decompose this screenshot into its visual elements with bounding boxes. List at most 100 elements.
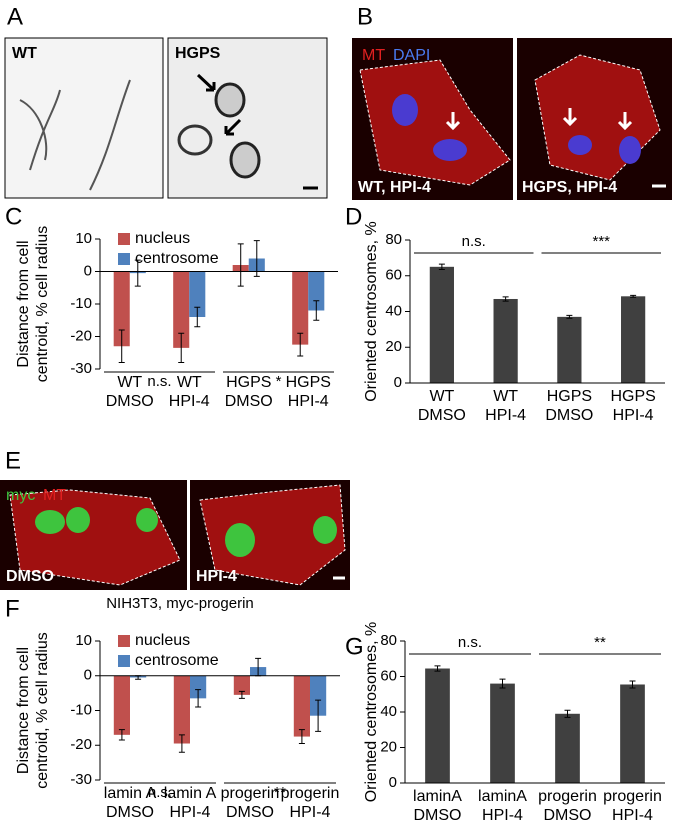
cell-outline: [199, 484, 346, 586]
bar: [310, 675, 327, 716]
error-bar: [237, 243, 244, 287]
y-tick-label: 40: [385, 302, 402, 319]
error-bar: [297, 332, 304, 357]
error-bar: [499, 678, 506, 689]
bar: [557, 316, 582, 383]
x-tick-label: progerin: [221, 785, 280, 802]
y-tick-label: 80: [385, 231, 402, 248]
nucleus-shape: [313, 516, 337, 544]
image-legend: myc: [6, 487, 35, 504]
significance-label: ***: [592, 233, 610, 250]
y-tick-label: 20: [380, 738, 397, 755]
arrow: [445, 108, 633, 131]
cell-outline: [359, 59, 511, 186]
legend-label: nucleus: [135, 632, 190, 649]
y-tick-label: -20: [70, 327, 92, 344]
nucleus-shape: [136, 508, 158, 532]
y-tick-label: 0: [394, 374, 402, 391]
y-tick-label: 40: [380, 703, 397, 720]
error-bar: [194, 306, 201, 328]
y-axis-label: Oriented centrosomes, %: [363, 622, 380, 803]
y-tick-label: -20: [70, 736, 92, 753]
bar: [292, 271, 309, 345]
bar: [493, 298, 518, 383]
x-tick-label: HGPS: [610, 388, 655, 405]
error-bar: [566, 314, 573, 319]
legend-swatch: [118, 253, 130, 265]
y-tick-label: 80: [380, 632, 397, 649]
y-tick-label: -10: [70, 295, 92, 312]
error-bar: [118, 329, 125, 363]
image-label: HGPS: [175, 45, 221, 62]
nucleus-shape: [225, 523, 255, 557]
significance-label: n.s.: [148, 784, 172, 801]
image-legend: DAPI: [393, 47, 430, 64]
image-label: WT, HPI-4: [358, 179, 431, 196]
image-label: HPI-4: [196, 568, 237, 585]
legend-label: centrosome: [135, 250, 219, 267]
x-tick-label: HGPS: [286, 374, 331, 391]
y-tick-label: -10: [70, 701, 92, 718]
significance-label: **: [594, 634, 606, 651]
x-tick-label: HPI-4: [482, 807, 523, 824]
significance-label: *: [276, 373, 282, 390]
nucleus-shape: [35, 510, 65, 534]
caption: NIH3T3, myc-progerin: [106, 595, 254, 612]
x-tick-label: WT: [177, 374, 202, 391]
nucleus-shape: [568, 135, 592, 155]
error-bar: [195, 689, 202, 708]
error-bar: [438, 263, 445, 270]
y-tick-label: 10: [75, 632, 92, 649]
significance-label: **: [274, 784, 286, 801]
bar: [425, 668, 450, 783]
bar: [429, 266, 454, 383]
x-tick-label: progerin: [603, 788, 662, 805]
error-bar: [178, 734, 185, 753]
x-tick-label: HPI-4: [170, 804, 211, 821]
nucleus-shape: [433, 139, 467, 161]
x-tick-label: HPI-4: [612, 807, 653, 824]
x-tick-label: lamin A: [104, 785, 157, 802]
image-legend: MT: [43, 487, 66, 504]
legend-label: nucleus: [135, 230, 190, 247]
error-bar: [434, 665, 441, 672]
nucleus-shape: [214, 82, 246, 118]
panel-label: B: [357, 3, 373, 30]
y-axis-label: centroid, % cell radius: [34, 632, 51, 789]
x-tick-label: progerin: [538, 788, 597, 805]
x-tick-label: DMSO: [106, 804, 154, 821]
image-label: WT: [12, 45, 37, 62]
bar: [555, 713, 580, 783]
image-label: HGPS, HPI-4: [522, 179, 617, 196]
bar: [189, 271, 206, 317]
nucleus-shape: [619, 136, 641, 164]
bar: [620, 684, 645, 783]
y-axis-label: Distance from cell: [15, 240, 32, 367]
image-frame: [4, 37, 164, 199]
x-tick-label: laminA: [478, 788, 527, 805]
error-bar: [315, 699, 322, 732]
x-tick-label: DMSO: [414, 807, 462, 824]
error-bar: [253, 240, 260, 277]
panel-label: G: [345, 633, 364, 660]
y-tick-label: 60: [380, 667, 397, 684]
x-tick-label: HPI-4: [613, 407, 654, 424]
error-bar: [238, 690, 245, 699]
micrograph-e: myc MT DMSO HPI-4: [0, 480, 350, 590]
y-tick-label: 20: [385, 338, 402, 355]
nucleus-shape: [229, 141, 261, 179]
x-tick-label: progerin: [281, 785, 340, 802]
x-tick-label: DMSO: [544, 807, 592, 824]
x-tick-label: WT: [117, 374, 142, 391]
panel-label: D: [345, 203, 362, 230]
y-tick-label: 60: [385, 267, 402, 284]
nucleus-shape: [177, 124, 213, 156]
y-axis-label: centroid, % cell radius: [34, 226, 51, 383]
legend-swatch: [118, 655, 130, 667]
panel-label: F: [5, 595, 20, 622]
x-tick-label: HPI-4: [485, 407, 526, 424]
legend-swatch: [118, 233, 130, 245]
bar: [173, 675, 190, 744]
arrow: [196, 73, 242, 136]
